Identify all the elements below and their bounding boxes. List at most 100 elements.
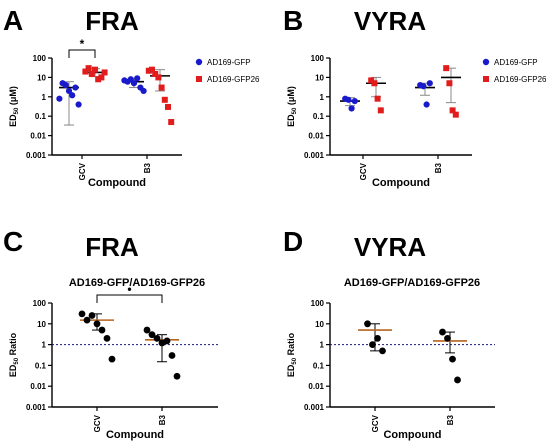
data-point bbox=[56, 95, 63, 102]
data-point bbox=[449, 107, 456, 114]
panel-letter: A bbox=[3, 5, 23, 36]
data-point bbox=[439, 328, 446, 336]
significance-label: * bbox=[80, 37, 85, 51]
y-tick-label: 0.001 bbox=[26, 151, 47, 160]
data-point bbox=[161, 96, 168, 103]
legend-label: AD169-GFP bbox=[494, 58, 538, 67]
data-point bbox=[374, 334, 381, 342]
data-point bbox=[88, 312, 96, 319]
y-tick-label: 100 bbox=[311, 54, 325, 63]
data-point bbox=[423, 101, 430, 108]
y-axis-title: ED50 Ratio bbox=[286, 332, 298, 377]
data-point bbox=[454, 376, 461, 384]
data-point bbox=[158, 84, 165, 91]
data-point bbox=[426, 80, 433, 87]
x-tick-label: B3 bbox=[434, 162, 443, 173]
x-tick-label: GCV bbox=[93, 414, 102, 432]
y-tick-label: 1 bbox=[320, 93, 325, 102]
data-point bbox=[62, 82, 69, 89]
x-tick-label: B3 bbox=[446, 414, 455, 425]
y-tick-label: 100 bbox=[33, 54, 47, 63]
y-tick-label: 0.01 bbox=[30, 132, 46, 141]
data-point bbox=[149, 66, 155, 73]
data-point bbox=[443, 65, 450, 72]
panel-d: D VYRA AD169-GFP/AD169-GFP26 bbox=[283, 226, 480, 289]
y-tick-label: 1 bbox=[320, 341, 325, 350]
data-point bbox=[143, 326, 151, 334]
data-point bbox=[163, 337, 171, 345]
data-point bbox=[134, 75, 141, 82]
data-point bbox=[98, 74, 105, 81]
data-point bbox=[168, 119, 175, 126]
x-tick-label: B3 bbox=[143, 162, 152, 173]
data-point bbox=[95, 76, 102, 83]
y-tick-label: 10 bbox=[315, 320, 324, 329]
y-tick-label: 0.001 bbox=[304, 151, 325, 160]
x-axis-title: Compound bbox=[88, 177, 146, 189]
data-point bbox=[155, 74, 162, 81]
panel-title: FRA bbox=[85, 232, 139, 262]
y-tick-label: 0.01 bbox=[30, 382, 46, 391]
data-point bbox=[103, 334, 111, 342]
y-tick-label: 1 bbox=[42, 341, 47, 350]
data-point bbox=[377, 107, 384, 114]
data-point bbox=[379, 347, 386, 355]
data-point bbox=[153, 334, 161, 342]
significance-label: • bbox=[127, 282, 131, 296]
data-point bbox=[449, 355, 456, 363]
y-tick-label: 100 bbox=[311, 299, 325, 308]
legend-marker bbox=[195, 58, 203, 66]
y-tick-label: 1 bbox=[42, 93, 47, 102]
panel-title: VYRA bbox=[354, 232, 426, 262]
data-point bbox=[444, 334, 451, 342]
data-point bbox=[98, 326, 106, 334]
y-axis-title: ED50 (μM) bbox=[8, 86, 20, 127]
panel-b: B VYRA bbox=[283, 5, 426, 36]
panel-letter: C bbox=[3, 226, 23, 257]
data-point bbox=[148, 331, 156, 339]
y-tick-label: 0.1 bbox=[35, 112, 47, 121]
legend-label: AD169-GFP bbox=[207, 58, 251, 67]
y-tick-label: 100 bbox=[33, 299, 47, 308]
y-tick-label: 0.1 bbox=[313, 112, 325, 121]
chart-2: 0.001 0.01 0.1 1 10 100 GCV B3 Compound ED50 Rati… bbox=[8, 282, 218, 441]
data-point bbox=[173, 372, 181, 380]
data-point bbox=[92, 66, 98, 73]
panel-a: A FRA bbox=[3, 5, 139, 36]
panel-subtitle: AD169-GFP/AD169-GFP26 bbox=[344, 277, 480, 289]
data-point bbox=[371, 80, 378, 87]
y-tick-label: 10 bbox=[37, 73, 46, 82]
panel-c: C FRA AD169-GFP/AD169-GFP26 bbox=[3, 226, 205, 289]
data-point bbox=[140, 87, 147, 95]
plots-layer: 0.001 0.01 0.1 1 10 100 GCV B3 Compound ED50 (μM)… bbox=[8, 37, 547, 441]
data-point bbox=[83, 316, 91, 324]
data-point bbox=[88, 70, 95, 77]
chart-3: 0.001 0.01 0.1 1 10 100 GCV B3 Compound ED50 Rati… bbox=[286, 299, 495, 441]
y-tick-label: 0.1 bbox=[35, 361, 47, 370]
x-axis-title: Compound bbox=[106, 429, 164, 441]
data-point bbox=[108, 355, 116, 363]
data-point bbox=[420, 83, 427, 90]
panel-subtitle: AD169-GFP/AD169-GFP26 bbox=[69, 277, 205, 289]
x-axis-title: Compound bbox=[372, 177, 430, 189]
legend-marker bbox=[482, 58, 490, 66]
data-point bbox=[348, 105, 355, 112]
panel-letter: B bbox=[283, 5, 303, 36]
y-axis-title: ED50 Ratio bbox=[8, 332, 20, 377]
x-tick-label: GCV bbox=[78, 162, 87, 180]
data-point bbox=[374, 95, 381, 102]
data-point bbox=[85, 65, 92, 72]
data-point bbox=[168, 352, 176, 359]
data-point bbox=[101, 69, 108, 76]
data-point bbox=[452, 111, 459, 118]
x-tick-label: GCV bbox=[371, 414, 380, 432]
data-point bbox=[65, 87, 73, 95]
y-tick-label: 0.01 bbox=[308, 382, 324, 391]
significance-bracket bbox=[96, 294, 163, 303]
chart-0: 0.001 0.01 0.1 1 10 100 GCV B3 Compound ED50 (μM)… bbox=[8, 37, 260, 189]
data-point bbox=[82, 68, 89, 75]
data-point bbox=[152, 70, 159, 77]
data-point bbox=[75, 101, 82, 108]
significance-bracket bbox=[68, 49, 96, 58]
